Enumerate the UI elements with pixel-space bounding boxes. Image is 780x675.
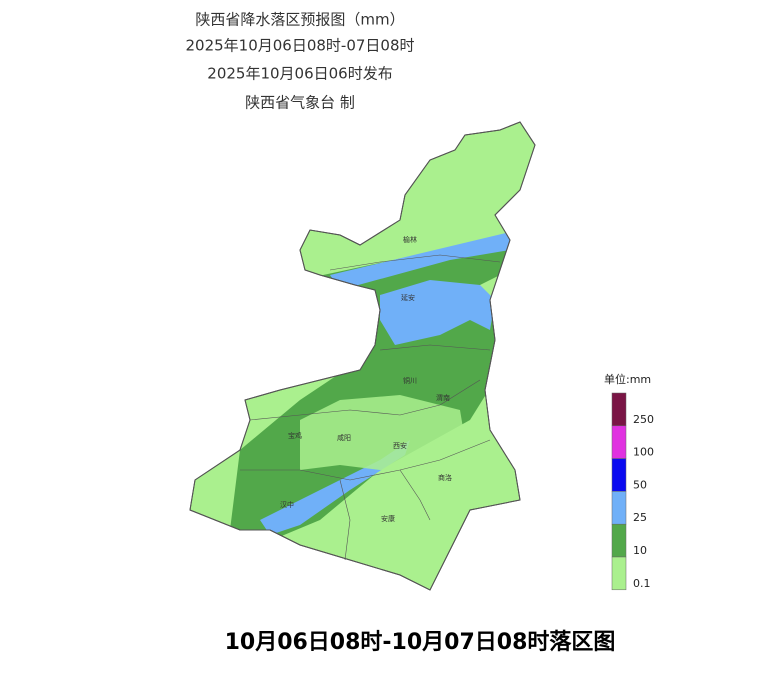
- city-label: 咸阳: [337, 433, 351, 442]
- header: 陕西省降水落区预报图（mm） 2025年10月06日08时-07日08时 2025年…: [185, 11, 414, 112]
- legend-swatch: [611, 392, 627, 427]
- caption: 10月06日08时-10月07日08时落区图: [225, 630, 616, 655]
- heavy-rain-area: [380, 280, 495, 345]
- province-map: [190, 122, 535, 590]
- legend-swatch: [611, 556, 627, 591]
- province-border: [189, 121, 536, 591]
- city-label: 西安: [393, 441, 407, 450]
- legend: 单位:mm 250 100 50 25 10 0.1: [604, 372, 654, 591]
- legend-swatch: [611, 523, 627, 558]
- light-rain-area: [300, 395, 470, 480]
- legend-label: 25: [633, 511, 647, 524]
- legend-label: 0.1: [633, 577, 651, 590]
- legend-unit: 单位:mm: [604, 372, 651, 386]
- city-label: 延安: [401, 293, 415, 302]
- city-label: 商洛: [438, 473, 452, 482]
- legend-label: 250: [633, 413, 654, 426]
- city-borders: [240, 254, 501, 561]
- light-rain-area: [360, 470, 520, 590]
- city-label: 渭南: [436, 393, 450, 402]
- header-line: 陕西省降水落区预报图（mm）: [195, 11, 404, 29]
- city-label: 安康: [381, 514, 395, 523]
- city-label: 铜川: [403, 376, 417, 385]
- legend-swatch: [611, 491, 627, 525]
- legend-label: 100: [633, 446, 654, 459]
- header-line: 2025年10月06日06时发布: [207, 65, 392, 83]
- city-label: 宝鸡: [288, 431, 302, 440]
- legend-swatch: [611, 425, 627, 459]
- legend-label: 50: [633, 478, 647, 491]
- legend-label: 10: [633, 544, 647, 557]
- city-label: 汉中: [280, 500, 294, 509]
- city-label: 榆林: [403, 235, 417, 244]
- heavy-rain-band: [330, 232, 510, 290]
- header-line: 2025年10月06日08时-07日08时: [185, 37, 414, 55]
- legend-swatch: [611, 458, 627, 492]
- header-line: 陕西省气象台 制: [245, 94, 355, 112]
